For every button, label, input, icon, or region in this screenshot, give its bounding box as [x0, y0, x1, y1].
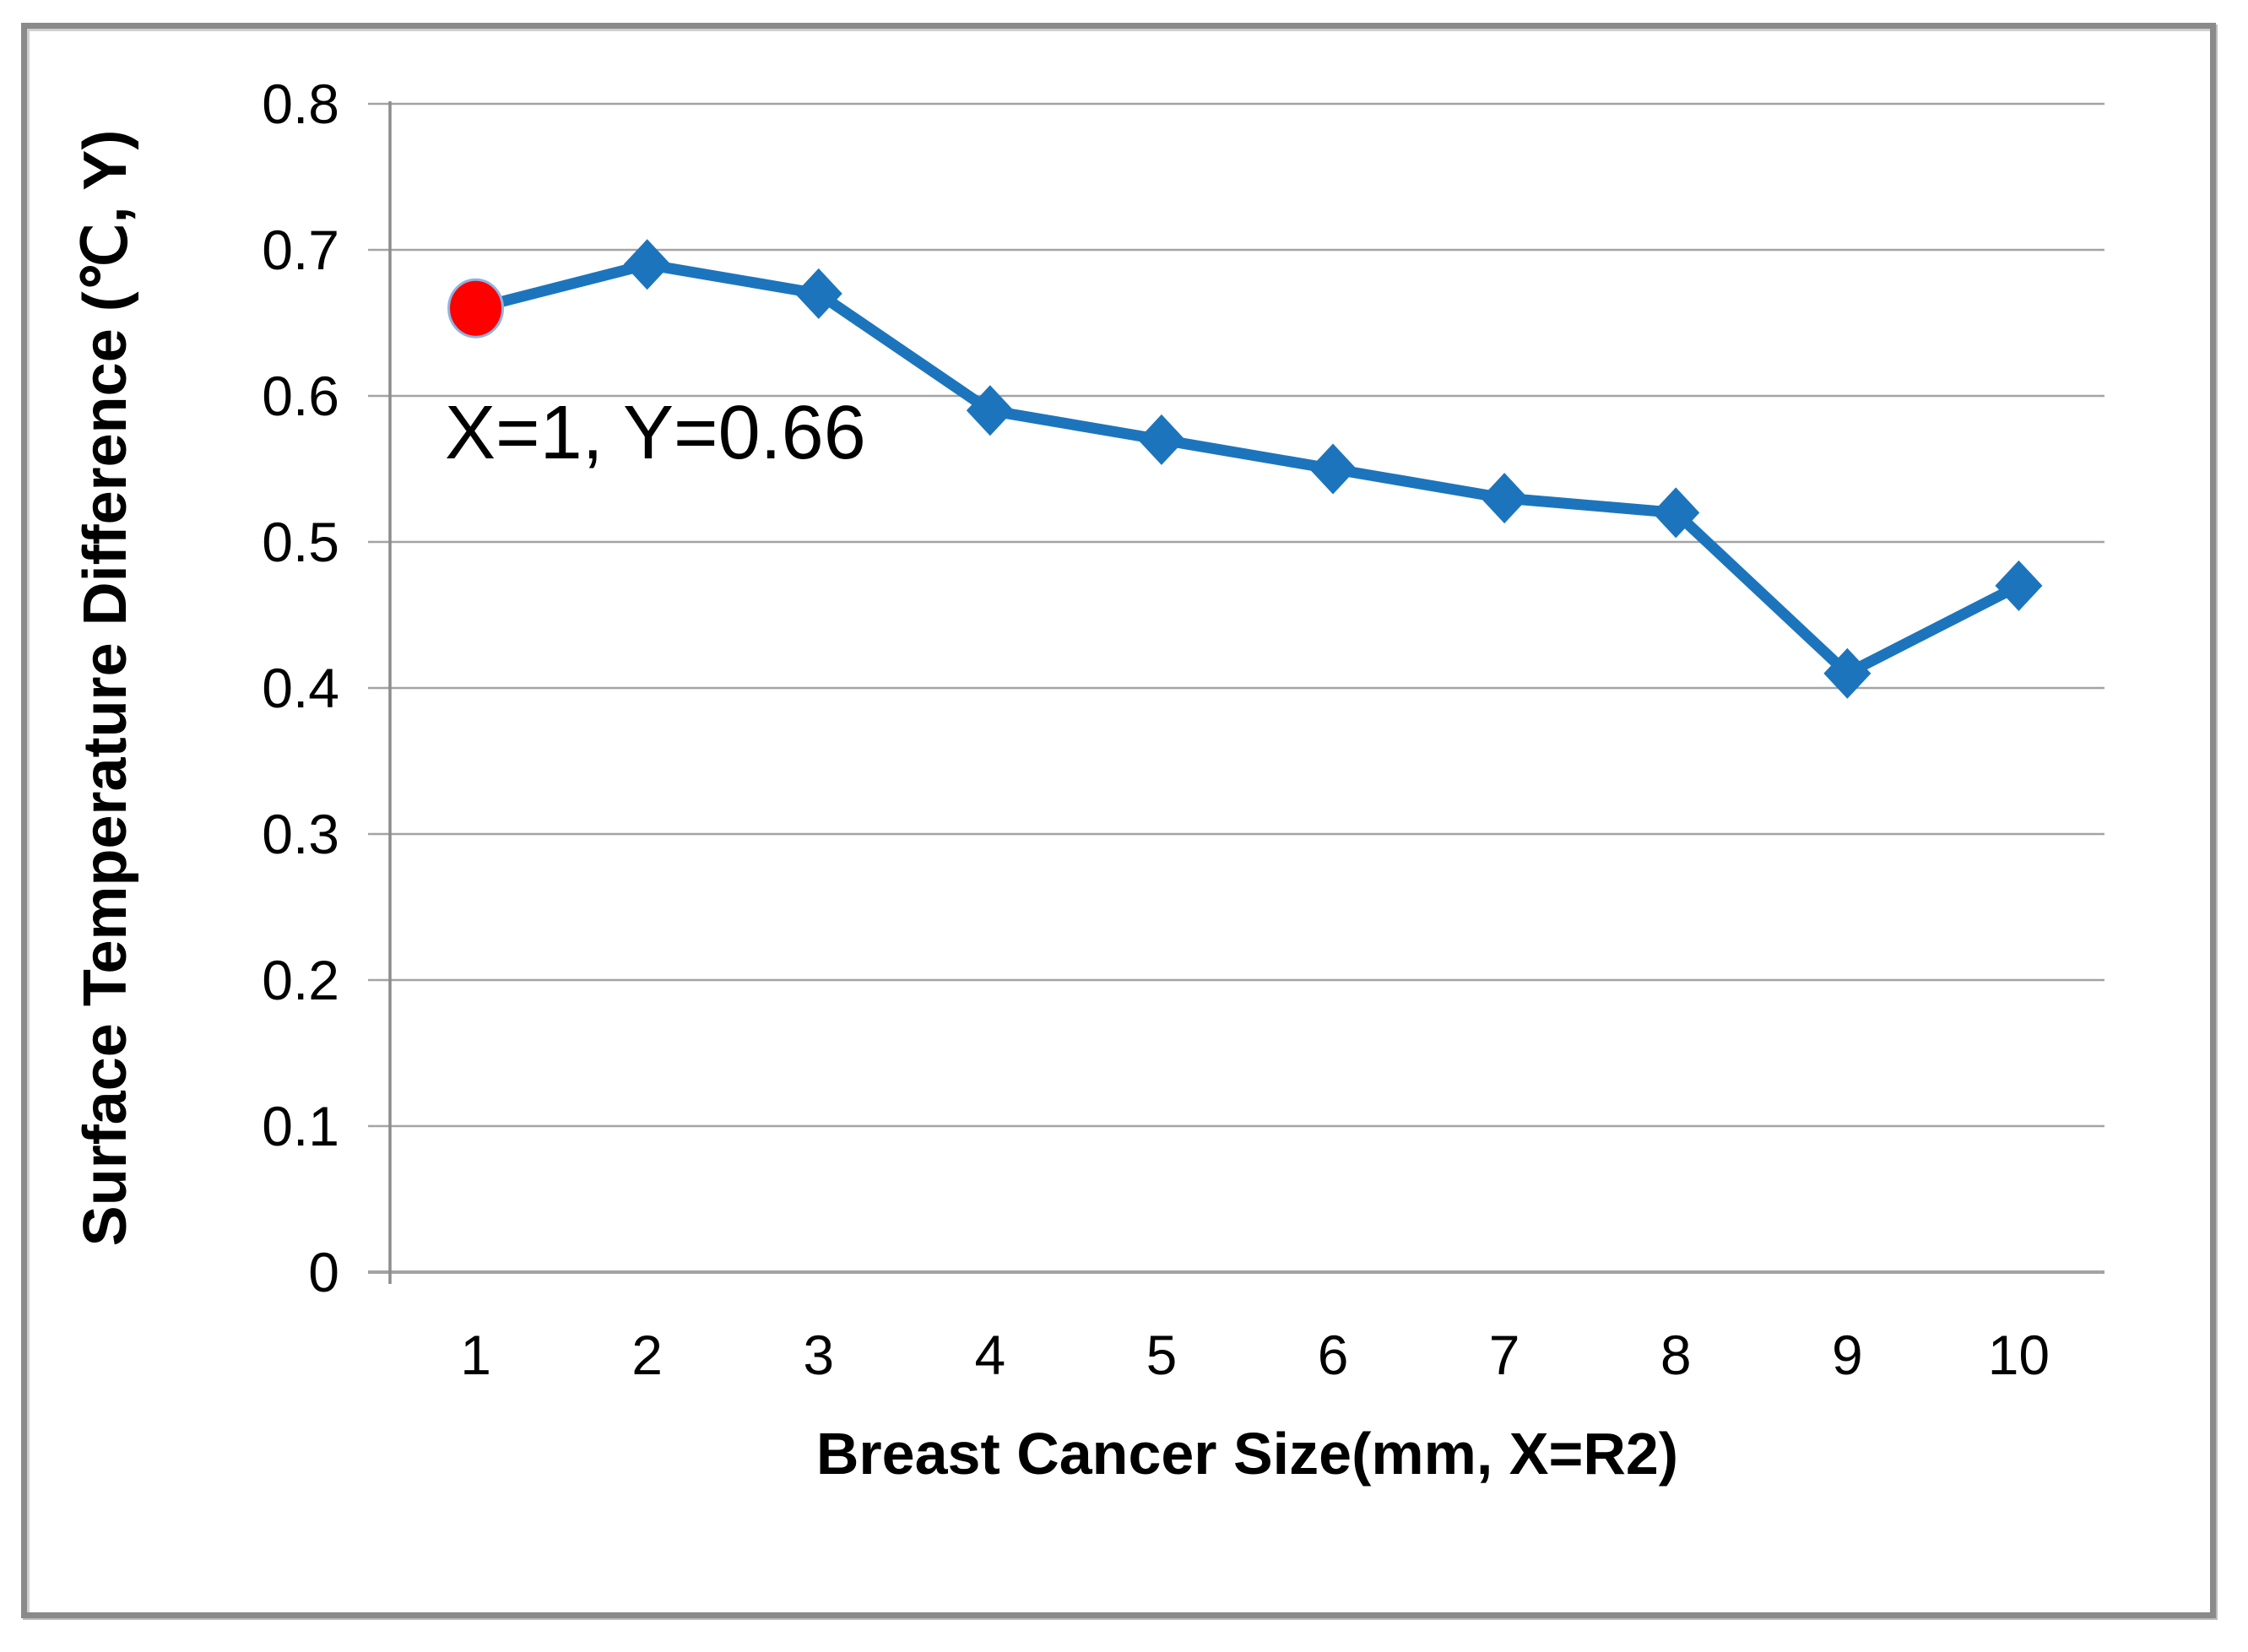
x-tick-label: 7 — [1488, 1324, 1520, 1386]
diamond-marker — [966, 385, 1014, 436]
diamond-marker — [1137, 414, 1185, 465]
y-tick-label: 0.6 — [262, 365, 339, 427]
x-axis-title: Breast Cancer Size(mm, X=R2) — [815, 1421, 1679, 1487]
highlighted-point-marker — [447, 278, 505, 339]
y-tick-label: 0 — [308, 1241, 339, 1303]
diamond-marker — [1309, 443, 1357, 495]
y-tick-label: 0.2 — [262, 949, 339, 1011]
diamond-marker — [1995, 560, 2043, 611]
y-tick-label: 0.3 — [262, 803, 339, 865]
series-line — [470, 258, 2024, 680]
y-tick-label: 0.5 — [262, 511, 339, 573]
diamond-marker — [794, 268, 842, 319]
diamond-marker — [1823, 647, 1872, 699]
diamond-marker — [623, 239, 671, 290]
x-tick-label: 10 — [1987, 1324, 2050, 1386]
diamond-marker — [1652, 487, 1700, 539]
x-tick-label: 4 — [974, 1324, 1006, 1386]
x-tick-label: 1 — [460, 1324, 491, 1386]
y-tick-label: 0.7 — [262, 219, 339, 281]
x-tick-label: 6 — [1317, 1324, 1349, 1386]
y-axis-title: Surface Temperature Difference (℃, Y) — [72, 129, 139, 1247]
x-tick-label: 8 — [1660, 1324, 1692, 1386]
diamond-marker — [1481, 473, 1529, 524]
chart-border-frame — [21, 23, 2216, 1618]
x-tick-label: 3 — [803, 1324, 835, 1386]
y-tick-label: 0.4 — [262, 657, 339, 719]
data-point-annotation: X=1, Y=0.66 — [445, 391, 866, 475]
y-tick-label: 0.1 — [262, 1095, 339, 1157]
y-tick-label: 0.8 — [262, 73, 339, 135]
x-tick-label: 9 — [1831, 1324, 1863, 1386]
x-tick-label: 2 — [631, 1324, 663, 1386]
x-tick-label: 5 — [1146, 1324, 1178, 1386]
